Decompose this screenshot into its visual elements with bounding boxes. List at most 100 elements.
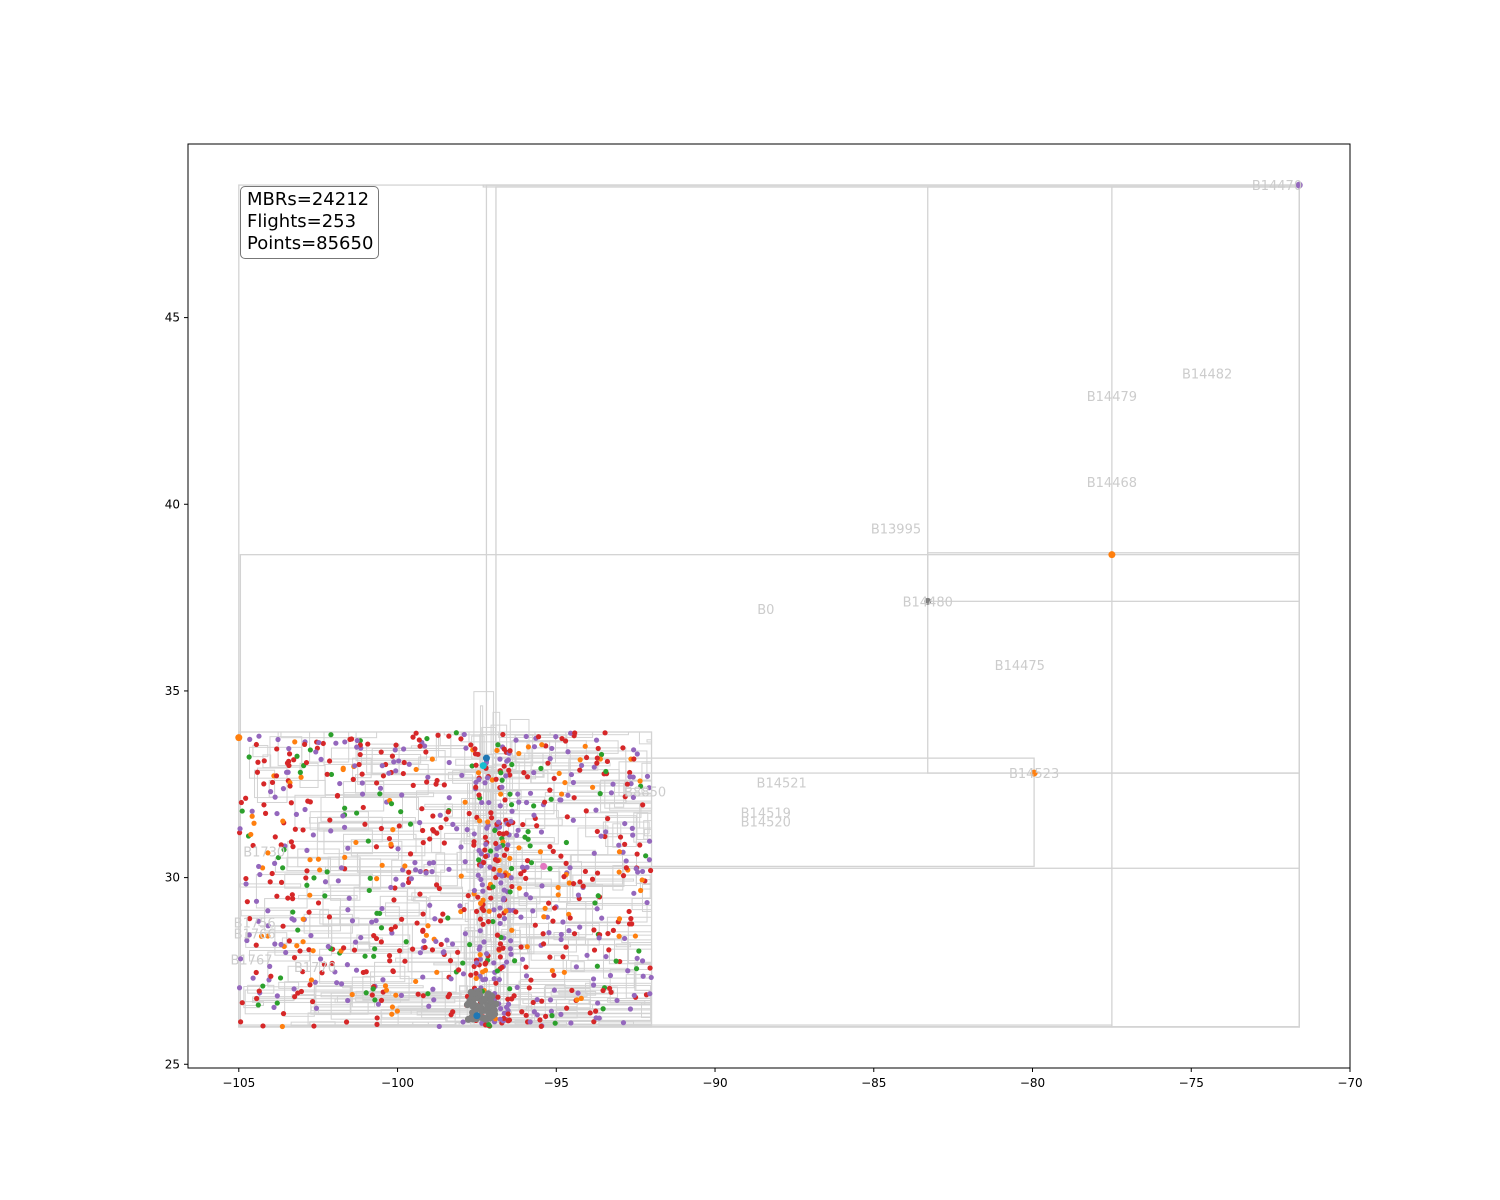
flight-point xyxy=(487,997,495,1005)
flight-point xyxy=(400,770,406,777)
mbr-label: B14521 xyxy=(757,776,807,791)
flight-point xyxy=(551,972,557,978)
flight-point xyxy=(503,773,509,779)
x-tick-label: −85 xyxy=(861,1076,886,1090)
flight-point xyxy=(595,1000,601,1006)
mbr-label: B13995 xyxy=(871,523,921,538)
mbr-rect xyxy=(268,779,326,798)
mbr-label: B14468 xyxy=(1087,476,1137,491)
flight-point xyxy=(610,927,616,933)
flight-point xyxy=(421,938,427,944)
flight-point xyxy=(407,851,414,857)
flight-point xyxy=(539,742,545,748)
flight-point xyxy=(423,932,430,938)
flight-point xyxy=(345,907,351,913)
flight-point xyxy=(392,924,398,930)
flight-point xyxy=(446,759,452,766)
flight-point xyxy=(380,773,387,779)
mbr-rect xyxy=(385,902,420,917)
flight-point xyxy=(424,779,430,785)
flight-point xyxy=(300,827,306,833)
flight-point xyxy=(265,923,271,929)
flight-point xyxy=(345,997,351,1004)
flight-point xyxy=(547,755,553,762)
flight-point xyxy=(620,873,627,879)
x-tick-label: −70 xyxy=(1337,1076,1362,1090)
flight-point xyxy=(513,737,519,743)
flight-point xyxy=(399,916,405,922)
flight-point xyxy=(318,756,324,763)
flight-point xyxy=(483,960,489,966)
flight-point xyxy=(481,907,487,914)
flight-point xyxy=(243,795,249,801)
flight-point xyxy=(356,761,362,768)
flight-point xyxy=(378,997,385,1003)
flight-point xyxy=(630,794,637,800)
flight-point xyxy=(415,991,421,997)
flight-point xyxy=(534,823,540,829)
flight-point xyxy=(496,830,503,836)
flight-point xyxy=(562,779,568,786)
flight-point xyxy=(559,791,565,797)
flight-point xyxy=(274,810,280,817)
flight-point xyxy=(558,853,564,859)
mbr-label: B1756 xyxy=(234,916,276,931)
x-axis: −105 −100 −95 −90 −85 −80 −75 −70 xyxy=(222,1068,1363,1090)
flight-point xyxy=(632,933,639,939)
flight-point xyxy=(421,743,428,749)
flight-point xyxy=(280,786,287,792)
flight-point xyxy=(620,745,626,751)
flight-point xyxy=(349,918,356,924)
flight-point xyxy=(623,865,629,871)
flight-point xyxy=(417,868,423,875)
flight-point xyxy=(420,928,426,934)
flight-point xyxy=(547,997,554,1003)
flight-point xyxy=(491,960,497,966)
flight-point xyxy=(515,791,521,797)
mbr-label: B1767 xyxy=(230,954,272,969)
flight-point xyxy=(524,774,531,780)
flight-point xyxy=(505,842,511,848)
flight-point xyxy=(267,963,273,969)
flight-point xyxy=(519,956,526,962)
flight-point xyxy=(468,1013,476,1021)
mbr-rect xyxy=(252,998,401,1003)
flight-point xyxy=(600,1006,606,1012)
flight-point xyxy=(290,844,296,850)
flight-point xyxy=(342,854,348,860)
mbr-rect xyxy=(509,718,530,760)
flight-point xyxy=(525,829,531,835)
flight-point xyxy=(524,944,530,950)
flight-point xyxy=(566,928,572,934)
flight-point xyxy=(295,927,301,933)
flight-point xyxy=(490,884,496,890)
flight-point xyxy=(292,739,298,745)
x-tick-label: −80 xyxy=(1020,1076,1045,1090)
flight-point xyxy=(508,951,514,957)
flight-point xyxy=(605,930,611,937)
mbr-label: B1730 xyxy=(243,845,285,860)
flight-point xyxy=(553,734,559,740)
flight-point xyxy=(594,906,600,912)
flight-point xyxy=(486,908,492,914)
flight-point xyxy=(300,939,306,945)
flight-point xyxy=(523,1012,529,1018)
flight-point xyxy=(324,869,330,875)
flight-point xyxy=(561,874,567,880)
flight-point xyxy=(461,731,467,738)
mbr-label: B14480 xyxy=(903,595,953,610)
flight-point xyxy=(607,985,613,991)
flight-point xyxy=(420,840,426,846)
flight-point xyxy=(392,747,398,753)
mbr-rect xyxy=(455,1022,501,1027)
flight-point xyxy=(469,763,475,769)
flight-point xyxy=(506,1017,513,1023)
flight-point xyxy=(345,845,351,851)
flight-point xyxy=(243,881,249,887)
flight-point xyxy=(253,898,260,904)
flight-point xyxy=(255,918,262,924)
flight-point xyxy=(626,908,632,915)
flight-point xyxy=(537,849,544,855)
flight-point xyxy=(516,845,522,851)
